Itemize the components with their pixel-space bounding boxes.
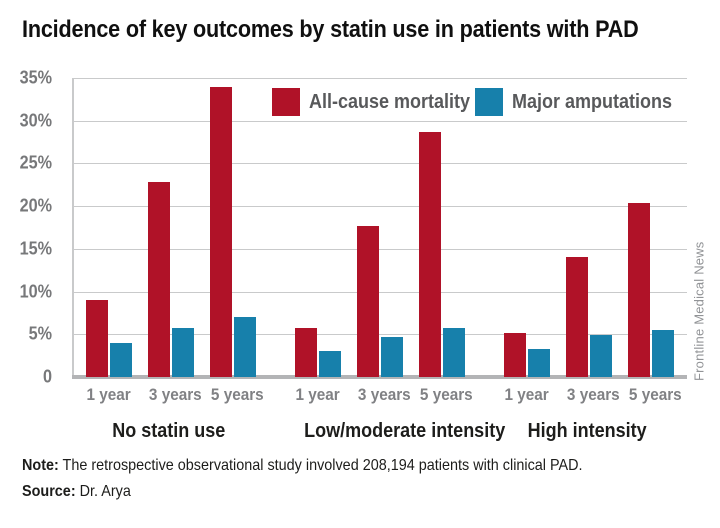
x-tick-label: 5 years (419, 385, 473, 404)
tick-row-low-moderate-intensity: 1 year 3 years 5 years (293, 385, 473, 405)
bar-all-cause-mortality-no-statin-use-5-years (210, 87, 232, 377)
gridline (74, 163, 687, 165)
x-tick-label: 1 year (504, 385, 549, 404)
bar-all-cause-mortality-low-moderate-intensity-1-year (295, 328, 317, 377)
x-tick-label: 3 years (148, 385, 202, 404)
gridline (74, 78, 687, 79)
bar-pair-5-years (210, 87, 256, 377)
bar-pair-1-year (504, 332, 550, 377)
note-label: Note: (22, 457, 59, 474)
bar-pair-1-year (295, 328, 341, 377)
legend-item-amputations: Major amputations (475, 88, 690, 116)
y-tick-label: 5% (28, 323, 52, 344)
bar-pair-3-years (148, 182, 194, 377)
y-axis-labels: 35% 30% 25% 20% 15% 10% 5% 0 (0, 68, 62, 387)
bar-group-low-moderate-intensity (295, 131, 465, 377)
bar-all-cause-mortality-low-moderate-intensity-5-years (419, 131, 441, 377)
legend-label-mortality: All-cause mortality (309, 90, 471, 113)
y-tick-label: 30% (19, 110, 52, 131)
bar-major-amputations-low-moderate-intensity-3-years (381, 336, 403, 377)
legend-swatch-amputations (475, 88, 503, 116)
bar-all-cause-mortality-high-intensity-3-years (566, 256, 588, 377)
bar-major-amputations-high-intensity-1-year (528, 348, 550, 377)
bar-major-amputations-high-intensity-3-years (590, 335, 612, 377)
y-tick-label: 0 (42, 366, 52, 387)
x-tick-label: 5 years (210, 385, 264, 404)
gridline (74, 334, 687, 336)
legend-swatch-mortality (272, 88, 300, 116)
y-tick-label: 25% (19, 152, 52, 173)
note-line: Note: The retrospective observational st… (22, 457, 645, 475)
bar-pair-1-year (86, 300, 132, 377)
plot-area: All-cause mortality Major amputations (72, 78, 690, 379)
gridline (74, 120, 687, 122)
bar-all-cause-mortality-no-statin-use-3-years (148, 182, 170, 377)
gridline (74, 291, 687, 293)
note-text: The retrospective observational study in… (58, 457, 583, 474)
legend-label-amputations: Major amputations (512, 90, 673, 113)
y-tick-label: 35% (19, 67, 52, 88)
bar-all-cause-mortality-low-moderate-intensity-3-years (357, 225, 379, 377)
tick-row-no-statin-use: 1 year 3 years 5 years (84, 385, 264, 405)
group-label-low-moderate-intensity: Low/moderate intensity (304, 420, 506, 442)
credit-vertical-text: Frontline Medical News (691, 241, 707, 381)
bar-all-cause-mortality-high-intensity-5-years (628, 202, 650, 377)
bar-all-cause-mortality-high-intensity-1-year (504, 332, 526, 377)
group-label-no-statin-use: No statin use (112, 420, 226, 442)
gridline (74, 248, 687, 250)
bar-major-amputations-no-statin-use-1-year (110, 342, 132, 377)
x-tick-label: 1 year (86, 385, 131, 404)
tick-row-high-intensity: 1 year 3 years 5 years (502, 385, 682, 405)
y-tick-label: 20% (19, 195, 52, 216)
chart-title-text: Incidence of key outcomes by statin use … (22, 16, 639, 43)
bar-major-amputations-low-moderate-intensity-1-year (319, 350, 341, 377)
source-text: Dr. Arya (75, 483, 131, 500)
group-label-high-intensity: High intensity (527, 420, 647, 442)
bar-group-high-intensity (504, 202, 674, 377)
source-line: Source: Dr. Arya (22, 483, 143, 501)
bar-pair-3-years (566, 256, 612, 377)
chart-title: Incidence of key outcomes by statin use … (22, 16, 707, 44)
bar-major-amputations-low-moderate-intensity-5-years (443, 328, 465, 377)
x-axis-line (72, 375, 687, 379)
source-label: Source: (22, 483, 76, 500)
bar-major-amputations-high-intensity-5-years (652, 330, 674, 377)
bar-pair-3-years (357, 225, 403, 377)
x-tick-label: 1 year (295, 385, 340, 404)
gridline (74, 206, 687, 208)
y-tick-label: 10% (19, 281, 52, 302)
bar-major-amputations-no-statin-use-5-years (234, 317, 256, 377)
bar-pair-5-years (628, 202, 674, 377)
x-tick-label: 5 years (628, 385, 682, 404)
bar-pair-5-years (419, 131, 465, 377)
legend-item-mortality: All-cause mortality (272, 88, 488, 116)
y-tick-label: 15% (19, 238, 52, 259)
bar-all-cause-mortality-no-statin-use-1-year (86, 300, 108, 377)
bar-major-amputations-no-statin-use-3-years (172, 327, 194, 377)
bar-group-no-statin-use (86, 87, 256, 377)
x-tick-label: 3 years (357, 385, 411, 404)
x-tick-label: 3 years (566, 385, 620, 404)
